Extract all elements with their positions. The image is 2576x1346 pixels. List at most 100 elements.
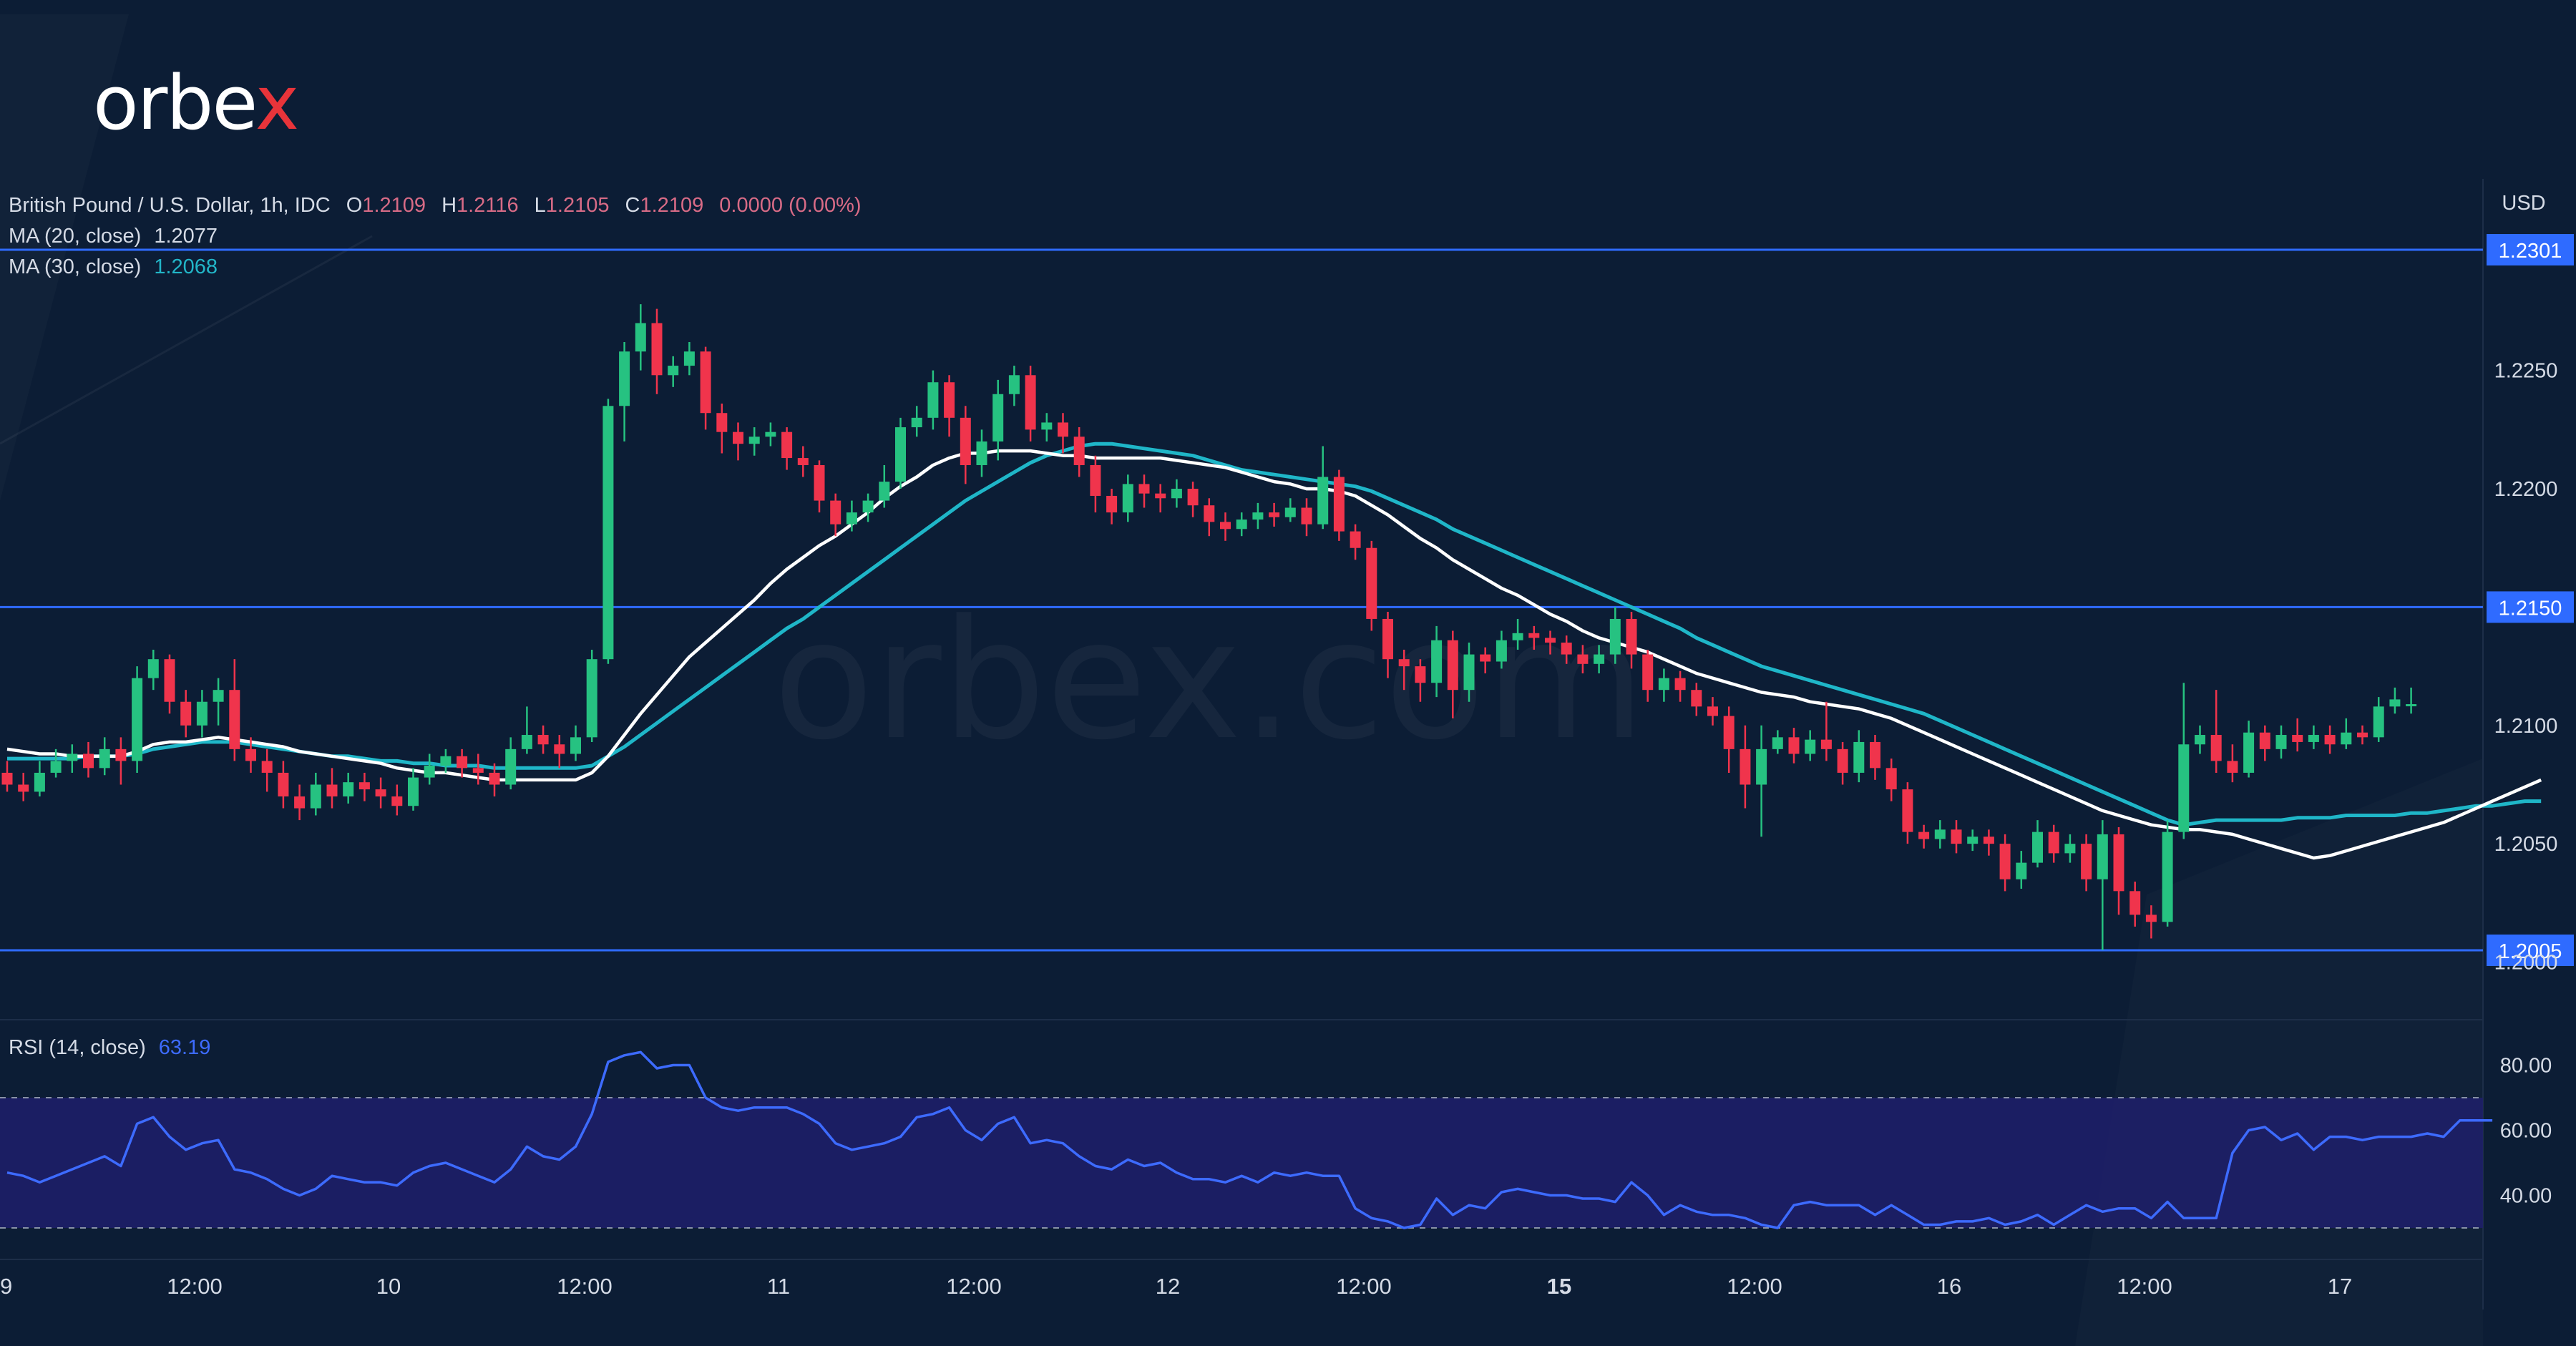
rsi-legend: RSI (14, close) 63.19 [9,1036,211,1059]
high-value: 1.2116 [457,194,519,217]
rsi-series [6,1050,2493,1229]
candle [1106,489,1118,525]
time-tick-label: 17 [2328,1274,2352,1299]
candle [668,356,679,387]
candle [992,379,1004,461]
candle [2097,820,2108,950]
candle-body [1805,739,1816,754]
candle-body [944,382,955,418]
candle-body [781,431,793,459]
candle [1853,730,1865,783]
candle [1058,413,1068,454]
candle-body [1885,768,1897,790]
candle [1480,647,1491,674]
candle [1561,635,1572,664]
currency-label: USD [2502,192,2545,215]
price-tick-label: 1.2250 [2494,360,2558,383]
rsi-tick-label: 40.00 [2500,1185,2552,1208]
level-label-box [2487,935,2574,966]
candle [537,725,549,754]
candle [976,429,987,477]
low-value: 1.2105 [545,194,610,217]
candle-body [1236,520,1247,530]
candle-body [2275,735,2287,749]
candle-body [164,659,175,702]
candle-body [1220,522,1231,530]
candle-body [1609,618,1621,655]
candle-body [733,431,743,444]
candle [1301,498,1312,537]
candle [1122,474,1133,522]
candle [1902,782,1913,844]
candle-body [1788,737,1800,754]
candle [651,308,663,394]
candle-body [1382,618,1393,660]
candle [944,375,955,437]
candle-body [2064,844,2076,854]
candle [700,346,711,430]
candle [1398,649,1410,691]
level-label: 1.2005 [2499,940,2562,963]
candle-body [976,441,987,465]
candle [2357,725,2368,745]
candle [1138,474,1150,508]
candle [2259,725,2270,761]
time-tick-label: 12:00 [1727,1274,1782,1299]
candle [83,741,94,778]
candle-body [1301,507,1312,525]
time-tick-label: 12:00 [2117,1274,2172,1299]
candle-body [797,458,809,465]
candle [2227,744,2238,783]
candle [229,659,240,761]
candle [1415,659,1426,702]
candle-body [570,737,581,754]
candle-body [2259,732,2270,749]
candle-body [2308,735,2319,742]
candle [1090,455,1101,513]
candle [440,748,452,773]
candle [424,754,435,785]
candle [814,460,825,513]
candle [375,777,386,809]
candle [1447,630,1458,718]
level-label: 1.2301 [2499,240,2562,263]
candle-body [586,659,597,738]
candle-body [895,427,906,482]
candle [635,304,646,371]
candle-body [1820,739,1832,749]
candle [2081,834,2092,892]
rsi-band [0,1097,2483,1229]
candle-body [748,437,760,444]
candle-body [1594,654,1605,664]
candle [2308,725,2319,749]
candle [1885,759,1897,801]
candle [1577,645,1589,674]
candle-body [1122,484,1133,513]
candle-body [2406,704,2417,707]
candle [489,763,500,797]
candle [505,737,517,790]
candle-body [1983,837,1994,844]
candle-body [2292,735,2303,742]
candle-body [1463,654,1475,691]
candle [2113,827,2124,915]
candle-body [440,756,452,766]
candle-body [358,782,370,790]
candle [1350,524,1361,560]
candle [2341,718,2352,749]
level-label: 1.2150 [2499,597,2562,620]
candle-body [1106,495,1118,513]
candle [1756,725,1767,837]
change-value: 0.0000 (0.00%) [719,194,862,217]
candle [765,422,776,447]
time-tick-label: 12:00 [1336,1274,1392,1299]
candle [2373,697,2384,742]
candle [895,417,906,489]
candle-body [1740,748,1751,785]
candle [2389,687,2401,714]
candle-body [375,789,386,797]
candle-body [2357,732,2368,738]
ma20-value: 1.2077 [154,225,218,248]
candle [1528,625,1540,650]
